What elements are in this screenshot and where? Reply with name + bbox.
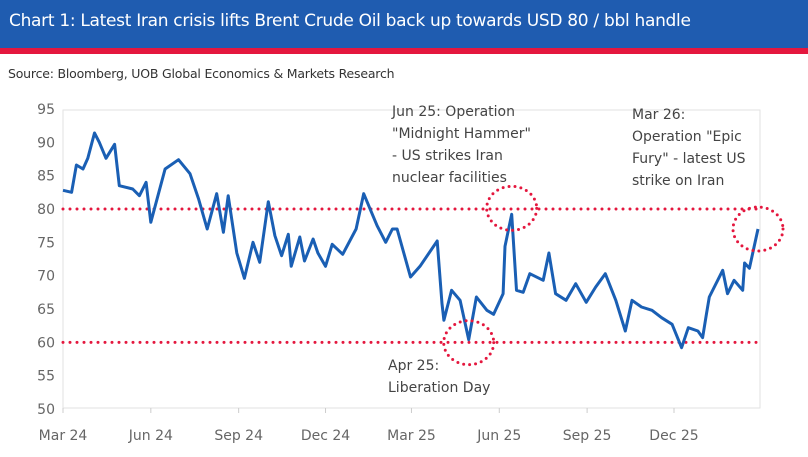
x-tick-label: Mar 24	[39, 428, 88, 444]
y-tick-label: 50	[37, 402, 55, 418]
annotation-text: nuclear facilities	[392, 170, 507, 186]
x-tick-label: Mar 25	[387, 428, 436, 444]
annotation-text: "Midnight Hammer"	[392, 126, 531, 142]
brent-price-line	[62, 131, 760, 350]
y-tick-label: 55	[37, 369, 55, 385]
x-tick-label: Jun 25	[476, 428, 521, 444]
source-note: Source: Bloomberg, UOB Global Economics …	[8, 66, 395, 81]
y-tick-label: 65	[37, 302, 55, 318]
annotation-text: strike on Iran	[632, 173, 724, 189]
header-accent-stripe	[0, 48, 808, 54]
x-tick-label: Sep 25	[563, 428, 612, 444]
event-highlight-circle	[731, 205, 785, 253]
y-tick-label: 90	[37, 135, 55, 151]
header-bar: Chart 1: Latest Iran crisis lifts Brent …	[0, 0, 808, 48]
y-tick-label: 70	[37, 269, 55, 285]
chart-title: Chart 1: Latest Iran crisis lifts Brent …	[9, 11, 691, 31]
x-tick-label: Sep 24	[214, 428, 263, 444]
annotation-text: Apr 25:	[388, 358, 439, 374]
x-tick-label: Dec 25	[649, 428, 698, 444]
y-tick-label: 60	[37, 335, 55, 351]
x-tick-label: Dec 24	[301, 428, 350, 444]
y-tick-label: 85	[37, 169, 55, 185]
annotation-text: Jun 25: Operation	[391, 104, 515, 120]
y-tick-label: 95	[37, 102, 55, 118]
x-tick-label: Jun 24	[128, 428, 173, 444]
event-highlight-circle	[442, 319, 496, 367]
annotation-text: Fury" - latest US	[632, 151, 746, 167]
y-tick-label: 75	[37, 235, 55, 251]
annotation-text: Liberation Day	[388, 380, 490, 396]
event-highlight-circle	[485, 184, 539, 232]
annotation-text: Operation "Epic	[632, 129, 742, 145]
y-tick-label: 80	[37, 202, 55, 218]
annotation-text: Mar 26:	[632, 107, 685, 123]
annotation-text: - US strikes Iran	[392, 148, 503, 164]
